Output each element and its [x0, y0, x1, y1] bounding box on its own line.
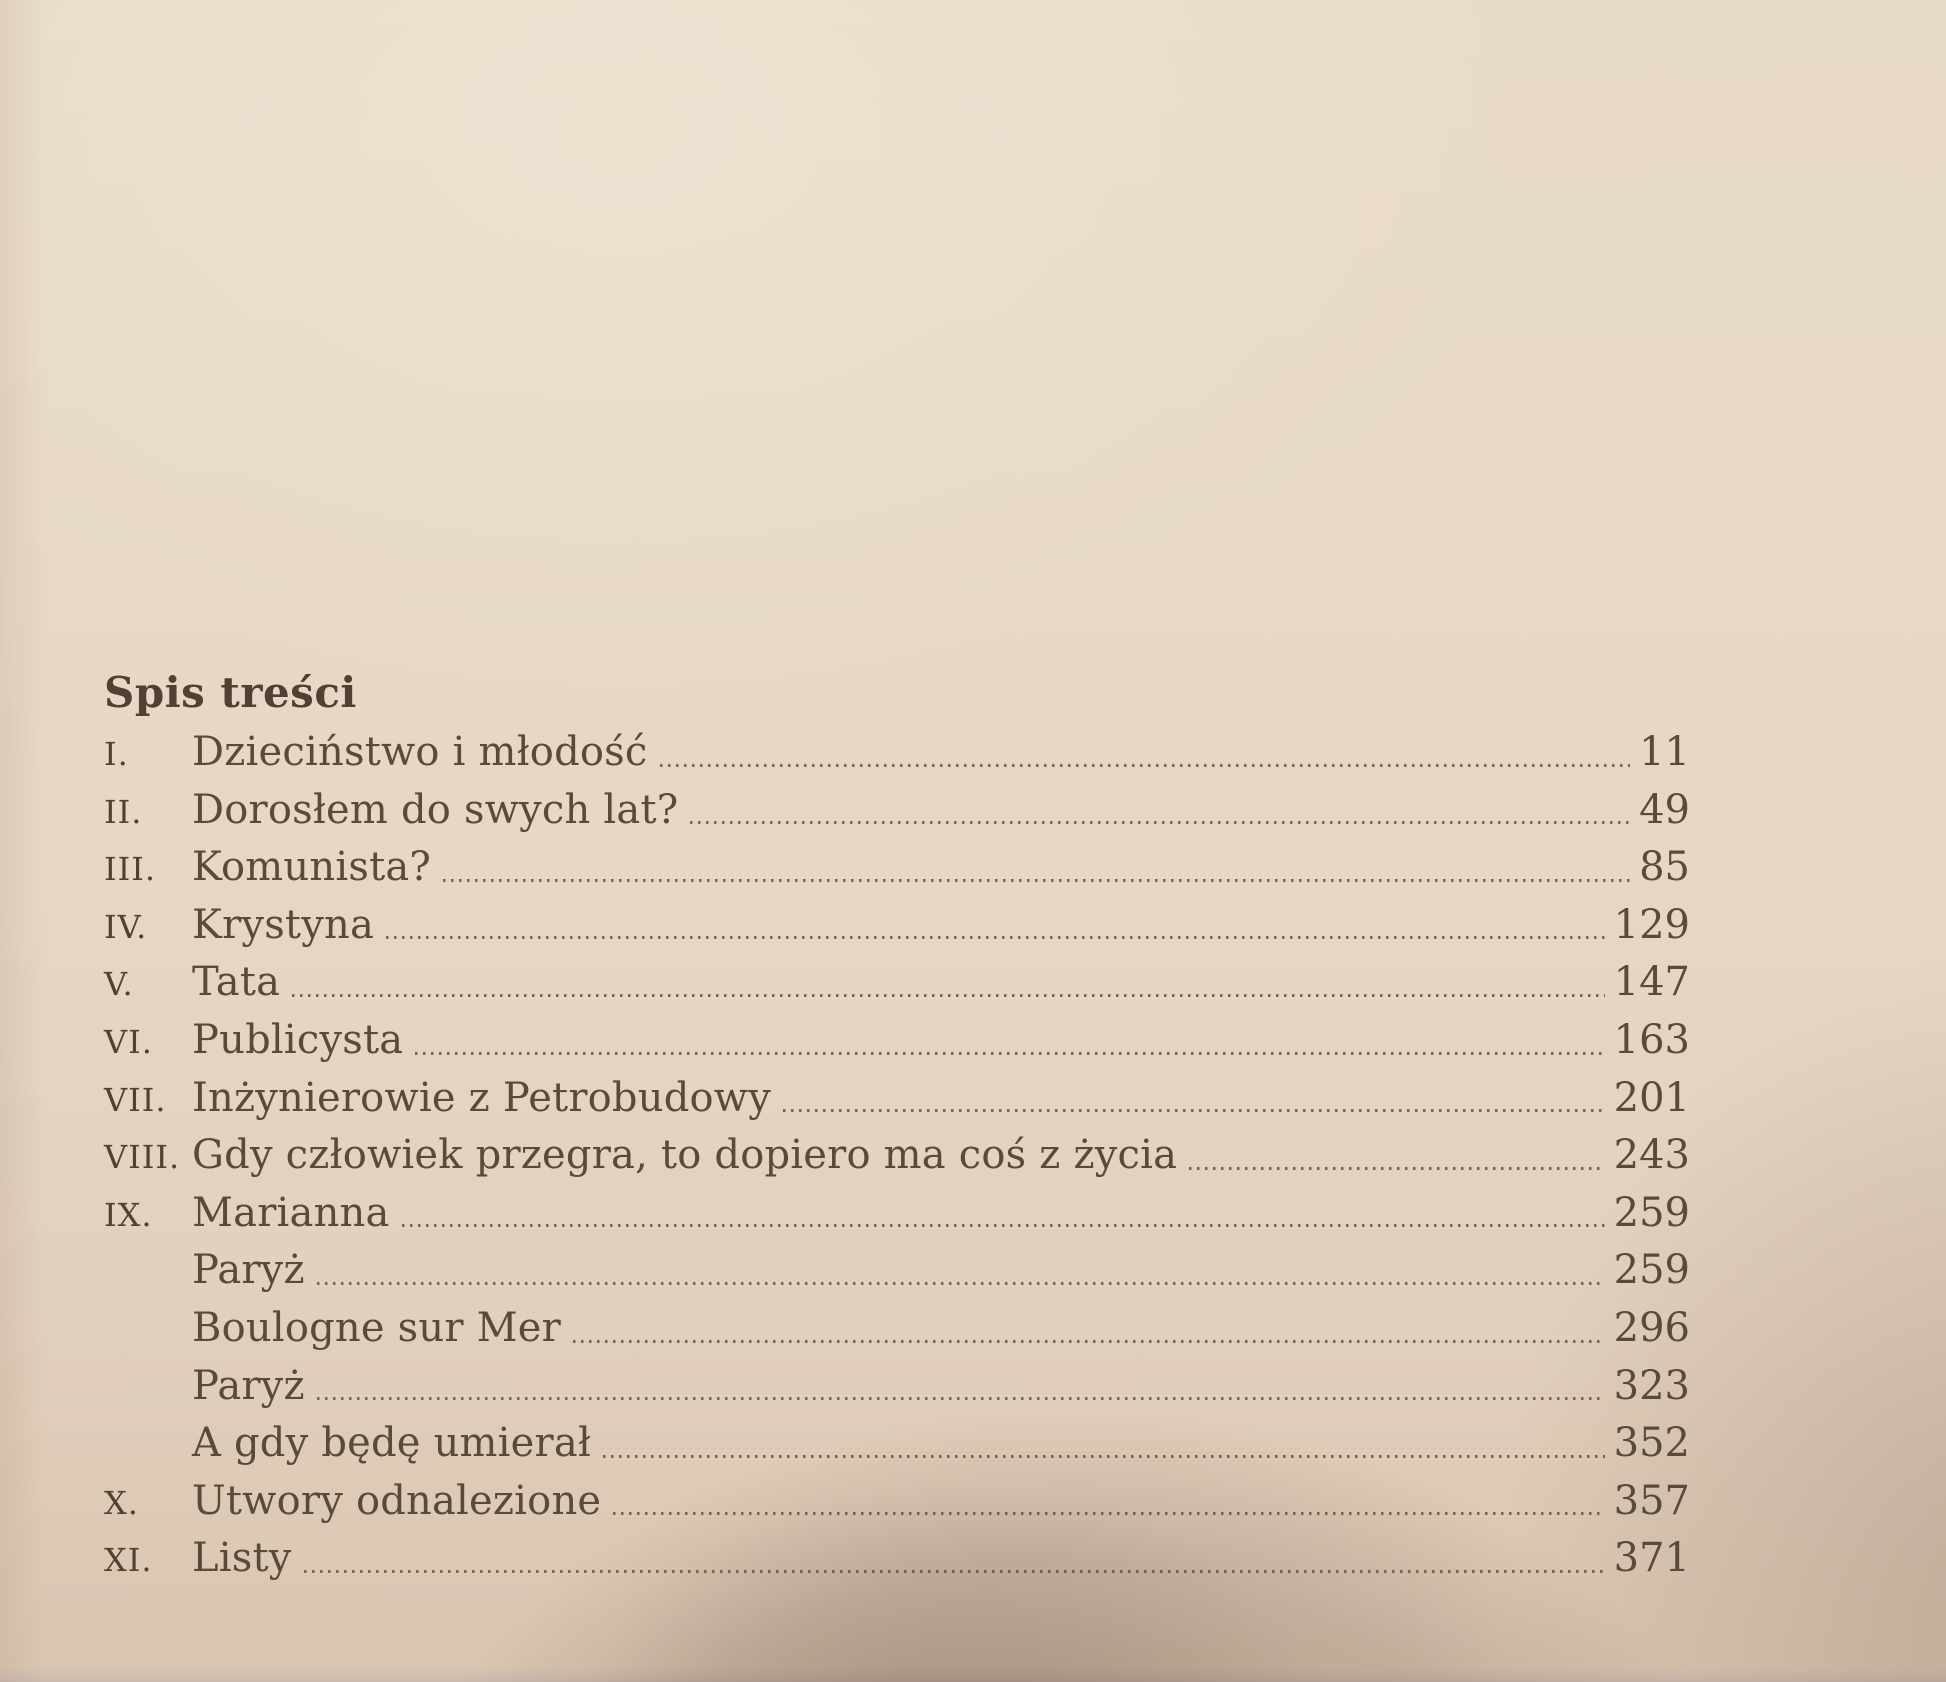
dotted-leader — [783, 1108, 1605, 1113]
toc-entry: IV. Krystyna 129 — [104, 897, 1690, 955]
toc-entry-title: Dzieciństwo i młodość — [192, 729, 648, 775]
toc-entry: IX. Marianna 259 — [104, 1185, 1690, 1243]
toc-entry: V. Tata 147 — [104, 954, 1690, 1012]
toc-entry-page: 85 — [1639, 844, 1690, 891]
dotted-leader — [386, 935, 1605, 940]
dotted-leader — [316, 1280, 1605, 1285]
toc-entry-page: 11 — [1639, 729, 1690, 775]
toc-entry: Paryż 259 — [104, 1242, 1690, 1300]
toc-entry-page: 371 — [1613, 1535, 1690, 1582]
toc-entry-title: Tata — [192, 959, 281, 1006]
toc-entry: Boulogne sur Mer 296 — [104, 1300, 1690, 1358]
toc-entry: I. Dzieciństwo i młodość 11 — [104, 724, 1690, 782]
toc-entry-title: Paryż — [192, 1362, 305, 1409]
dotted-leader — [690, 820, 1631, 825]
toc-entry-page: 163 — [1613, 1016, 1690, 1063]
toc-entry-title: Boulogne sur Mer — [192, 1304, 561, 1351]
toc-entry-numeral: X. — [104, 1483, 139, 1522]
toc-entry-page: 357 — [1613, 1477, 1690, 1524]
toc-entry-numeral: VIII. — [104, 1138, 181, 1177]
toc-entry-page: 243 — [1613, 1132, 1690, 1179]
toc-entry-page: 49 — [1639, 786, 1690, 833]
toc-entry-title: Publicysta — [192, 1016, 404, 1063]
dotted-leader — [292, 992, 1605, 997]
toc-entry-title: Dorosłem do swych lat? — [192, 786, 679, 833]
toc-entry-title: A gdy będę umierał — [192, 1420, 592, 1467]
dotted-leader — [613, 1511, 1605, 1516]
dotted-leader — [572, 1338, 1605, 1343]
toc-entry: II. Dorosłem do swych lat? 49 — [104, 782, 1690, 840]
dotted-leader — [443, 877, 1631, 882]
toc-entry-numeral: IV. — [104, 907, 148, 946]
dotted-leader — [401, 1223, 1605, 1228]
toc-entry-title: Paryż — [192, 1247, 305, 1294]
dotted-leader — [415, 1050, 1605, 1055]
toc-entry-numeral: V. — [104, 965, 134, 1004]
dotted-leader — [303, 1568, 1605, 1573]
toc-entry: A gdy będę umierał 352 — [104, 1415, 1690, 1473]
toc-entry-numeral: I. — [104, 735, 129, 773]
toc-entry: VIII. Gdy człowiek przegra, to dopiero m… — [104, 1127, 1690, 1185]
toc-entry-title: Utwory odnalezione — [192, 1477, 602, 1524]
toc-entry-title: Inżynierowie z Petrobudowy — [192, 1074, 772, 1121]
toc-entry-title: Komunista? — [192, 844, 432, 891]
dotted-leader — [659, 762, 1631, 767]
toc-list: I. Dzieciństwo i młodość 11 II. Dorosłem… — [104, 724, 1690, 1588]
toc-entry-page: 201 — [1613, 1074, 1690, 1121]
dotted-leader — [1189, 1165, 1605, 1170]
toc-entry-page: 352 — [1613, 1420, 1690, 1467]
toc-entry-title: Gdy człowiek przegra, to dopiero ma coś … — [192, 1132, 1178, 1179]
toc-entry-page: 323 — [1613, 1362, 1690, 1409]
toc-entry-title: Krystyna — [192, 901, 375, 948]
toc-entry-title: Marianna — [192, 1189, 390, 1236]
toc-entry: III. Komunista? 85 — [104, 839, 1690, 897]
toc-entry: XI. Listy 371 — [104, 1530, 1690, 1588]
toc-entry-numeral: XI. — [104, 1541, 153, 1580]
table-of-contents: Spis treści I. Dzieciństwo i młodość 11 … — [104, 668, 1690, 1588]
toc-entry: VI. Publicysta 163 — [104, 1012, 1690, 1070]
toc-entry-page: 147 — [1613, 959, 1690, 1006]
toc-entry-numeral: III. — [104, 850, 157, 889]
toc-entry-numeral: IX. — [104, 1195, 153, 1234]
toc-entry: Paryż 323 — [104, 1358, 1690, 1416]
toc-entry-page: 259 — [1613, 1247, 1690, 1294]
dotted-leader — [316, 1396, 1605, 1401]
toc-entry-title: Listy — [192, 1535, 292, 1582]
toc-entry-numeral: II. — [104, 792, 143, 831]
toc-title: Spis treści — [104, 668, 357, 717]
toc-entry-page: 129 — [1613, 901, 1690, 948]
toc-entry-numeral: VI. — [104, 1022, 153, 1061]
dotted-leader — [603, 1453, 1605, 1458]
toc-entry: VII. Inżynierowie z Petrobudowy 201 — [104, 1070, 1690, 1128]
toc-entry-page: 259 — [1613, 1189, 1690, 1236]
toc-entry-numeral: VII. — [104, 1080, 167, 1119]
toc-entry: X. Utwory odnalezione 357 — [104, 1473, 1690, 1531]
toc-entry-page: 296 — [1613, 1304, 1690, 1351]
